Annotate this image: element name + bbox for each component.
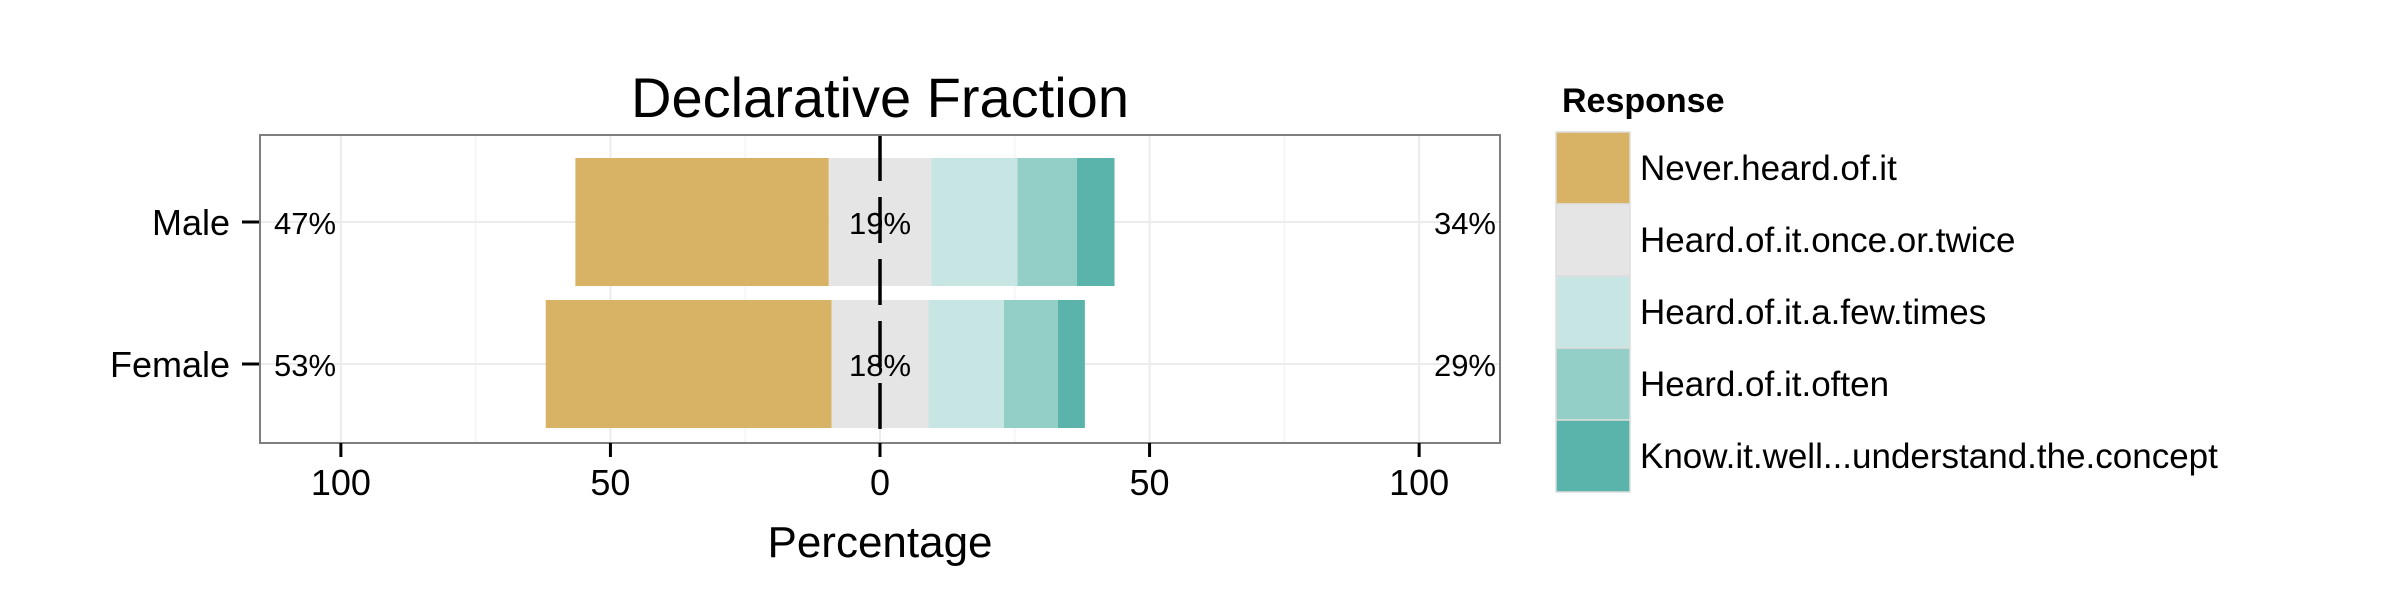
legend-label: Heard.of.it.once.or.twice: [1640, 221, 2015, 260]
bar-male-heard-of-it-often: [1017, 158, 1077, 286]
right-percent-label: 34%: [1434, 206, 1496, 241]
bar-female-heard-of-it-often: [1004, 300, 1058, 428]
legend-label: Never.heard.of.it: [1640, 149, 1897, 188]
x-tick-label: 50: [1130, 462, 1170, 503]
right-percent-label: 29%: [1434, 348, 1496, 383]
legend-swatch: [1555, 203, 1631, 277]
bar-male-heard-of-it-once-or-twice: [880, 158, 932, 286]
legend-label: Know.it.well...understand.the.concept: [1640, 437, 2218, 476]
x-tick-label: 100: [311, 462, 371, 503]
bar-male-heard-of-it-once-or-twice: [828, 158, 880, 286]
legend-label: Heard.of.it.often: [1640, 365, 1889, 404]
left-percent-label: 53%: [274, 348, 336, 383]
y-tick-label: Female: [110, 344, 230, 385]
legend-swatch: [1555, 275, 1631, 349]
x-tick-label: 100: [1389, 462, 1449, 503]
bar-male-never-heard-of-it: [575, 158, 829, 286]
x-tick-label: 0: [870, 462, 890, 503]
bar-female-heard-of-it-a-few-times: [928, 300, 1004, 428]
legend-swatch: [1555, 419, 1631, 493]
legend-swatch: [1555, 347, 1631, 421]
bar-male-know-it-well-understand-the-concept: [1076, 158, 1115, 286]
chart-title: Declarative Fraction: [631, 66, 1129, 129]
legend: Response Never.heard.of.it Heard.of.it.on…: [1555, 82, 2218, 493]
legend-swatch: [1555, 131, 1631, 205]
bar-female-never-heard-of-it: [545, 300, 832, 428]
x-axis-title: Percentage: [767, 518, 992, 567]
left-percent-label: 47%: [274, 206, 336, 241]
bar-male-heard-of-it-a-few-times: [931, 158, 1018, 286]
y-tick-label: Male: [152, 202, 230, 243]
bar-female-heard-of-it-once-or-twice: [880, 300, 929, 428]
bar-female-heard-of-it-once-or-twice: [831, 300, 880, 428]
bar-female-know-it-well-understand-the-concept: [1057, 300, 1085, 428]
legend-label: Heard.of.it.a.few.times: [1640, 293, 1986, 332]
legend-title: Response: [1562, 82, 1725, 120]
x-tick-label: 50: [590, 462, 630, 503]
